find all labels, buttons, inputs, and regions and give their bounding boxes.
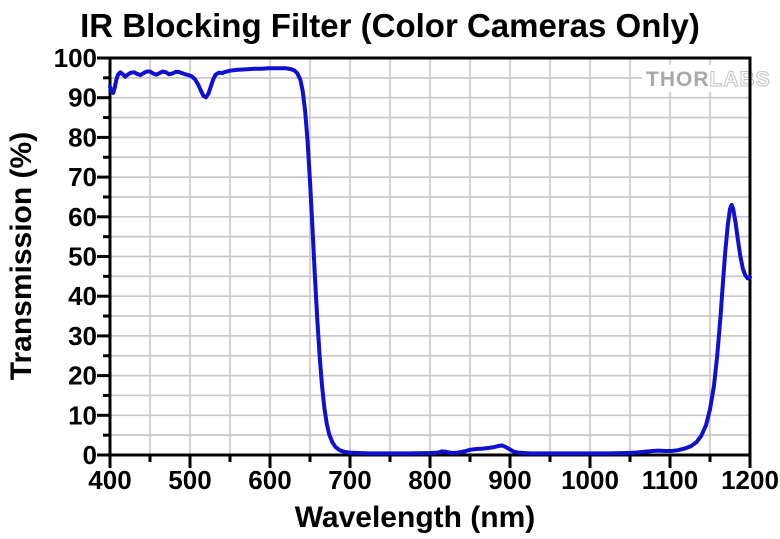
y-tick-label: 0 bbox=[83, 440, 97, 470]
gridlines bbox=[110, 58, 750, 455]
thorlabs-logo: THORLABS bbox=[646, 68, 771, 91]
chart-title: IR Blocking Filter (Color Cameras Only) bbox=[80, 7, 700, 44]
x-tick-label: 800 bbox=[408, 465, 451, 495]
x-tick-label: 600 bbox=[248, 465, 291, 495]
y-tick-labels: 0 10 20 30 40 50 60 70 80 90 100 bbox=[54, 43, 97, 470]
y-tick-label: 40 bbox=[68, 281, 97, 311]
x-tick-label: 700 bbox=[328, 465, 371, 495]
axis-ticks bbox=[97, 56, 752, 468]
thorlabs-watermark: THORLABS bbox=[642, 65, 771, 92]
x-axis-title: Wavelength (nm) bbox=[295, 501, 536, 534]
x-tick-label: 1100 bbox=[642, 465, 698, 495]
series-IR-blocking-filter-transmission bbox=[108, 66, 752, 456]
watermark-backplate bbox=[642, 65, 756, 92]
y-tick-label: 50 bbox=[68, 242, 97, 272]
y-tick-label: 80 bbox=[68, 122, 97, 152]
y-tick-label: 100 bbox=[54, 43, 97, 73]
x-tick-label: 400 bbox=[88, 465, 131, 495]
y-tick-label: 10 bbox=[68, 400, 97, 430]
x-tick-label: 900 bbox=[488, 465, 531, 495]
x-tick-labels: 400 500 600 700 800 900 1000 1100 1200 bbox=[88, 465, 779, 495]
thorlabs-logo-labs: LABS bbox=[710, 68, 771, 91]
y-tick-label: 30 bbox=[68, 321, 97, 351]
y-tick-label: 90 bbox=[68, 83, 97, 113]
x-tick-label: 1000 bbox=[561, 465, 619, 495]
x-tick-label: 1200 bbox=[721, 465, 779, 495]
y-tick-label: 20 bbox=[68, 361, 97, 391]
transmission-curve bbox=[108, 66, 752, 456]
y-tick-label: 70 bbox=[68, 162, 97, 192]
thorlabs-logo-thor: THOR bbox=[646, 68, 710, 91]
y-tick-label: 60 bbox=[68, 202, 97, 232]
x-tick-label: 500 bbox=[168, 465, 211, 495]
y-axis-title: Transmission (%) bbox=[5, 132, 38, 380]
